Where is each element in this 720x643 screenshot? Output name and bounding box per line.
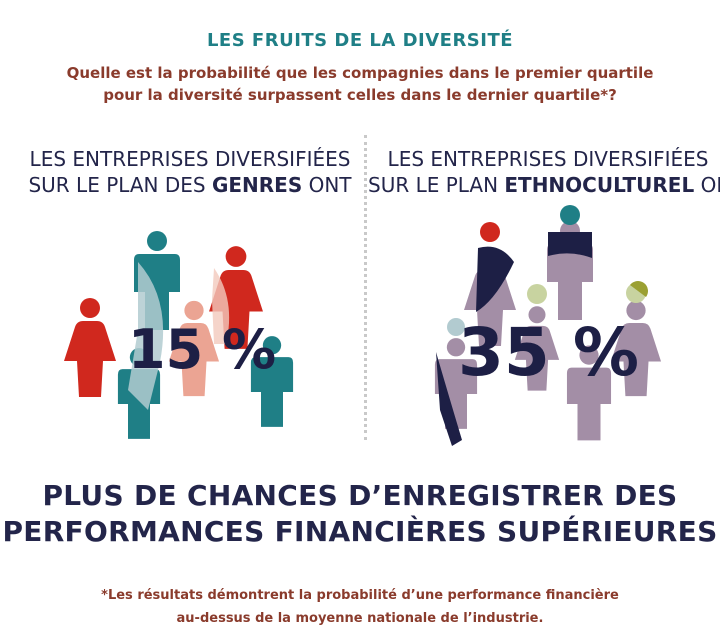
- footnote-line-2: au-dessus de la moyenne nationale de l’i…: [176, 611, 544, 626]
- statement-line-2: PERFORMANCES FINANCIÈRES SUPÉRIEURES: [2, 515, 718, 548]
- ethnic-heading-suffix: ONT: [700, 173, 720, 197]
- ethnic-heading-line-2: SUR LE PLAN ETHNOCULTUREL ONT: [368, 172, 720, 198]
- gender-overlap-shade: [128, 262, 164, 410]
- gender-heading-prefix: SUR LE PLAN DES: [28, 173, 212, 197]
- olive-head-shade: [630, 281, 648, 297]
- ethnic-percentage: 35 %: [458, 314, 639, 391]
- light-blue-head: [447, 318, 465, 336]
- teal-head: [560, 205, 580, 225]
- question-line-1: Quelle est la probabilité que les compag…: [66, 64, 654, 82]
- footnote-line-1: *Les résultats démontrent la probabilité…: [101, 588, 619, 603]
- gender-panel-heading: LES ENTREPRISES DIVERSIFIÉES SUR LE PLAN…: [10, 146, 370, 198]
- main-statement: PLUS DE CHANCES D’ENREGISTRER DES PERFOR…: [0, 478, 720, 550]
- ethnic-heading-line-1: LES ENTREPRISES DIVERSIFIÉES: [387, 147, 709, 171]
- statement-line-1: PLUS DE CHANCES D’ENREGISTRER DES: [42, 479, 678, 512]
- ethnic-figures: [434, 205, 662, 446]
- navy-shade-left: [476, 246, 514, 312]
- red-woman-figure-left: [64, 298, 116, 397]
- panel-divider: [364, 135, 367, 440]
- gender-heading-suffix: ONT: [302, 173, 352, 197]
- ethnic-heading-prefix: SUR LE PLAN: [368, 173, 505, 197]
- gender-figures: [64, 231, 294, 439]
- question-line-2: pour la diversité surpassent celles dans…: [103, 86, 617, 104]
- gender-percentage: 15 %: [128, 318, 277, 381]
- gender-heading-bold: GENRES: [211, 173, 303, 197]
- navy-shade-top: [548, 232, 592, 258]
- red-head: [480, 222, 500, 242]
- navy-shade-left-man: [436, 352, 462, 446]
- pale-green-head: [527, 284, 547, 304]
- gender-heading-line-2: SUR LE PLAN DES GENRES ONT: [10, 172, 370, 198]
- gender-overlap-shade-2: [212, 268, 230, 344]
- infographic-title: LES FRUITS DE LA DIVERSITÉ: [206, 30, 514, 51]
- gender-heading-line-1: LES ENTREPRISES DIVERSIFIÉES: [29, 147, 351, 171]
- question-text: Quelle est la probabilité que les compag…: [0, 62, 720, 106]
- ethnic-heading-bold: ETHNOCULTUREL: [504, 173, 695, 197]
- footnote: *Les résultats démontrent la probabilité…: [0, 584, 720, 630]
- ethnic-panel-heading: LES ENTREPRISES DIVERSIFIÉES SUR LE PLAN…: [368, 146, 720, 198]
